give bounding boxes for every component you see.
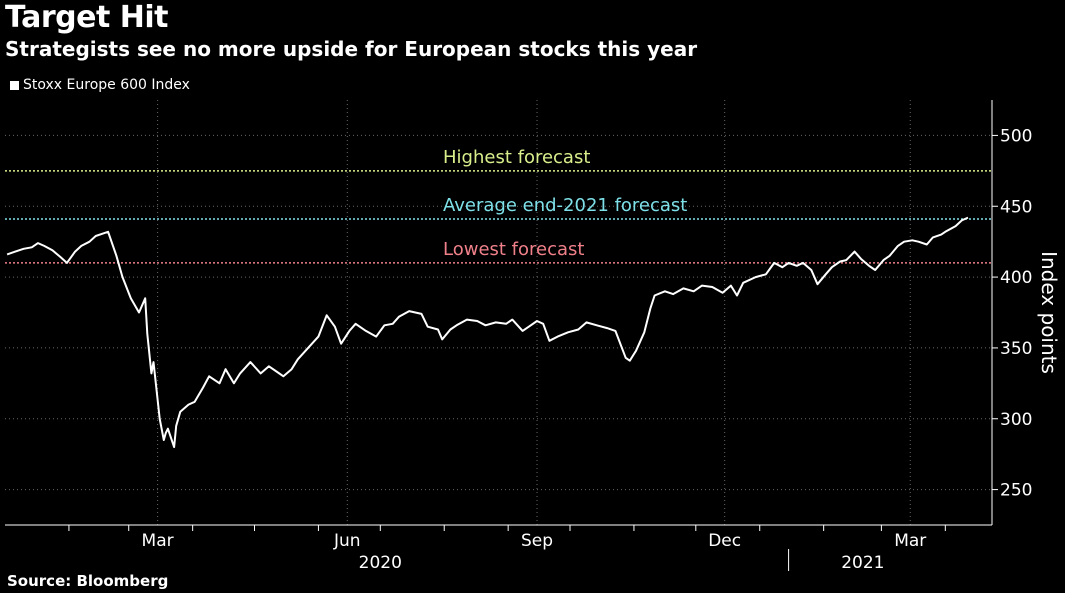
y-tick-label: 300 — [1000, 410, 1032, 430]
y-tick-label: 350 — [1000, 339, 1032, 359]
legend: Stoxx Europe 600 Index — [10, 77, 190, 93]
y-tick-label: 450 — [1000, 197, 1032, 217]
reference-line-label: Average end-2021 forecast — [443, 195, 687, 216]
x-tick-label: Mar — [142, 531, 174, 551]
x-tick-label: Dec — [708, 531, 741, 551]
y-tick-label: 400 — [1000, 268, 1032, 288]
y-axis-title: Index points — [1037, 251, 1061, 374]
legend-swatch — [10, 80, 19, 90]
x-tick-label: Sep — [521, 531, 553, 551]
source-note: Source: Bloomberg — [7, 572, 169, 590]
x-year-label: 2021 — [841, 553, 884, 573]
x-tick-label: Mar — [894, 531, 926, 551]
y-tick-label: 250 — [1000, 481, 1032, 501]
x-year-label: 2020 — [359, 553, 402, 573]
x-tick-label: Jun — [333, 531, 361, 551]
reference-line-label: Lowest forecast — [443, 239, 584, 260]
reference-line-label: Highest forecast — [443, 147, 590, 168]
chart-title: Target Hit — [5, 0, 168, 35]
legend-label: Stoxx Europe 600 Index — [23, 77, 190, 93]
y-tick-label: 500 — [1000, 126, 1032, 146]
series-line — [6, 216, 969, 449]
chart-subtitle: Strategists see no more upside for Europ… — [5, 37, 698, 61]
